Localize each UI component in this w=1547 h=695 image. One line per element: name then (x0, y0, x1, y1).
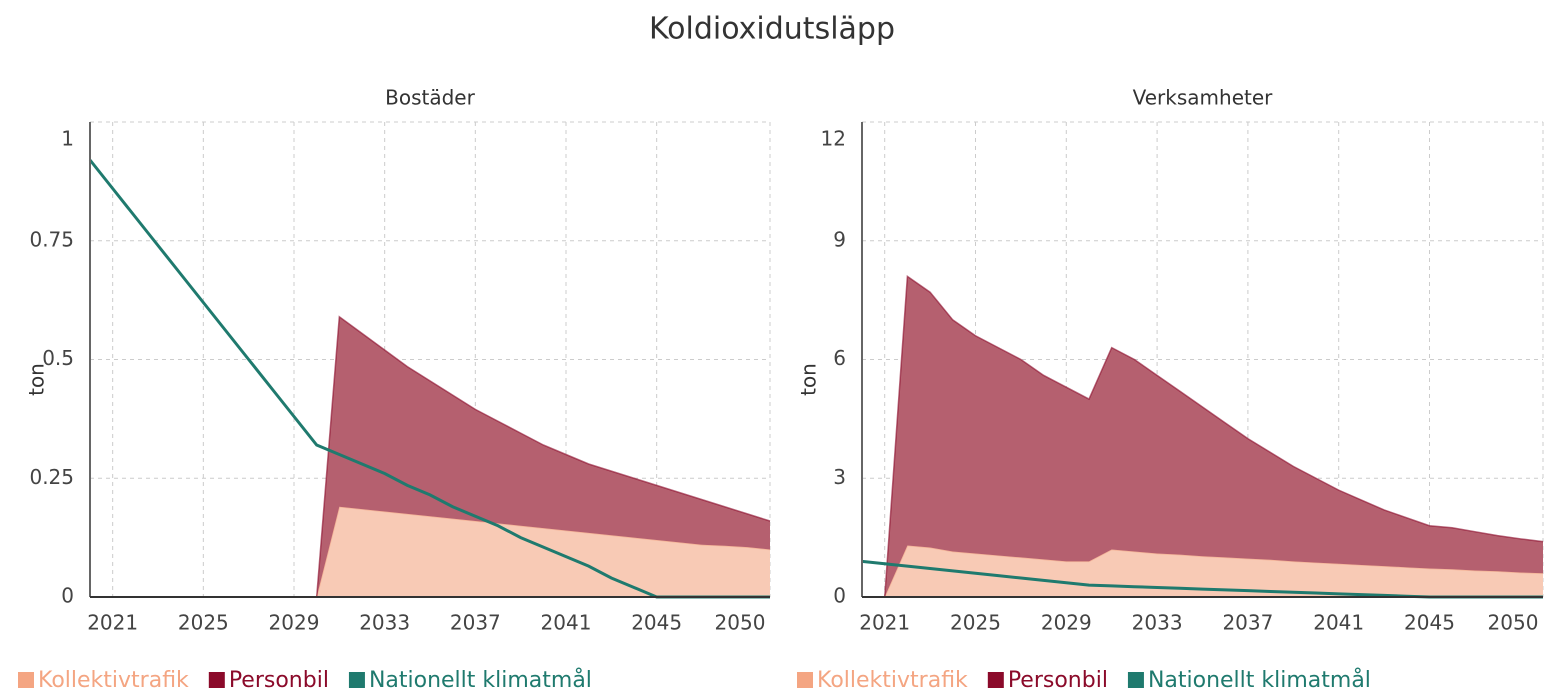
legend-label: Personbil (229, 668, 329, 693)
legend-swatch (208, 672, 225, 688)
legend-swatch (348, 672, 365, 688)
page-title: Koldioxidutsläpp (649, 12, 895, 47)
area (862, 276, 1543, 597)
x-tick-label: 2025 (950, 611, 1001, 635)
y-tick-label: 3 (833, 465, 846, 489)
legend-label: Kollektivtrafik (817, 668, 968, 693)
y-tick-label: 9 (833, 227, 846, 251)
y-tick-label: 0 (61, 584, 74, 608)
legend-label: Kollektivtrafik (38, 668, 189, 693)
y-tick-label: 0.25 (29, 465, 74, 489)
area-edge (862, 275, 1544, 598)
x-tick-label: 2033 (1132, 611, 1183, 635)
y-tick-label: 6 (833, 346, 846, 370)
x-tick-label: 2045 (1404, 611, 1455, 635)
y-axis-label: ton (25, 363, 49, 396)
y-tick-label: 12 (821, 127, 846, 151)
legend-swatch (987, 672, 1004, 688)
x-tick-label: 2045 (631, 611, 682, 635)
y-tick-label: 0.5 (42, 346, 74, 370)
area (90, 316, 770, 597)
x-tick-label: 2037 (1222, 611, 1273, 635)
x-tick-label: 2029 (269, 611, 320, 635)
y-axis-label: ton (797, 363, 821, 396)
x-tick-label: 2033 (359, 611, 410, 635)
area (90, 506, 770, 597)
y-tick-label: 0 (833, 584, 846, 608)
x-tick-label: 2050 (1488, 611, 1539, 635)
legend-swatch (1127, 672, 1144, 688)
x-tick-label: 2025 (178, 611, 229, 635)
x-tick-label: 2041 (1313, 611, 1364, 635)
legend-label: Nationellt klimatmål (369, 667, 592, 693)
legend-swatch (797, 672, 813, 688)
x-tick-label: 2041 (541, 611, 592, 635)
y-tick-label: 0.75 (29, 227, 74, 251)
x-tick-label: 2021 (87, 611, 138, 635)
panel-title: Verksamheter (1133, 86, 1274, 110)
x-tick-label: 2021 (859, 611, 910, 635)
legend-label: Personbil (1008, 668, 1108, 693)
x-tick-label: 2029 (1041, 611, 1092, 635)
y-tick-label: 1 (61, 127, 74, 151)
legend-label: Nationellt klimatmål (1148, 667, 1371, 693)
x-tick-label: 2050 (715, 611, 766, 635)
legend-swatch (18, 672, 34, 688)
panel-title: Bostäder (385, 86, 475, 110)
x-tick-label: 2037 (450, 611, 501, 635)
